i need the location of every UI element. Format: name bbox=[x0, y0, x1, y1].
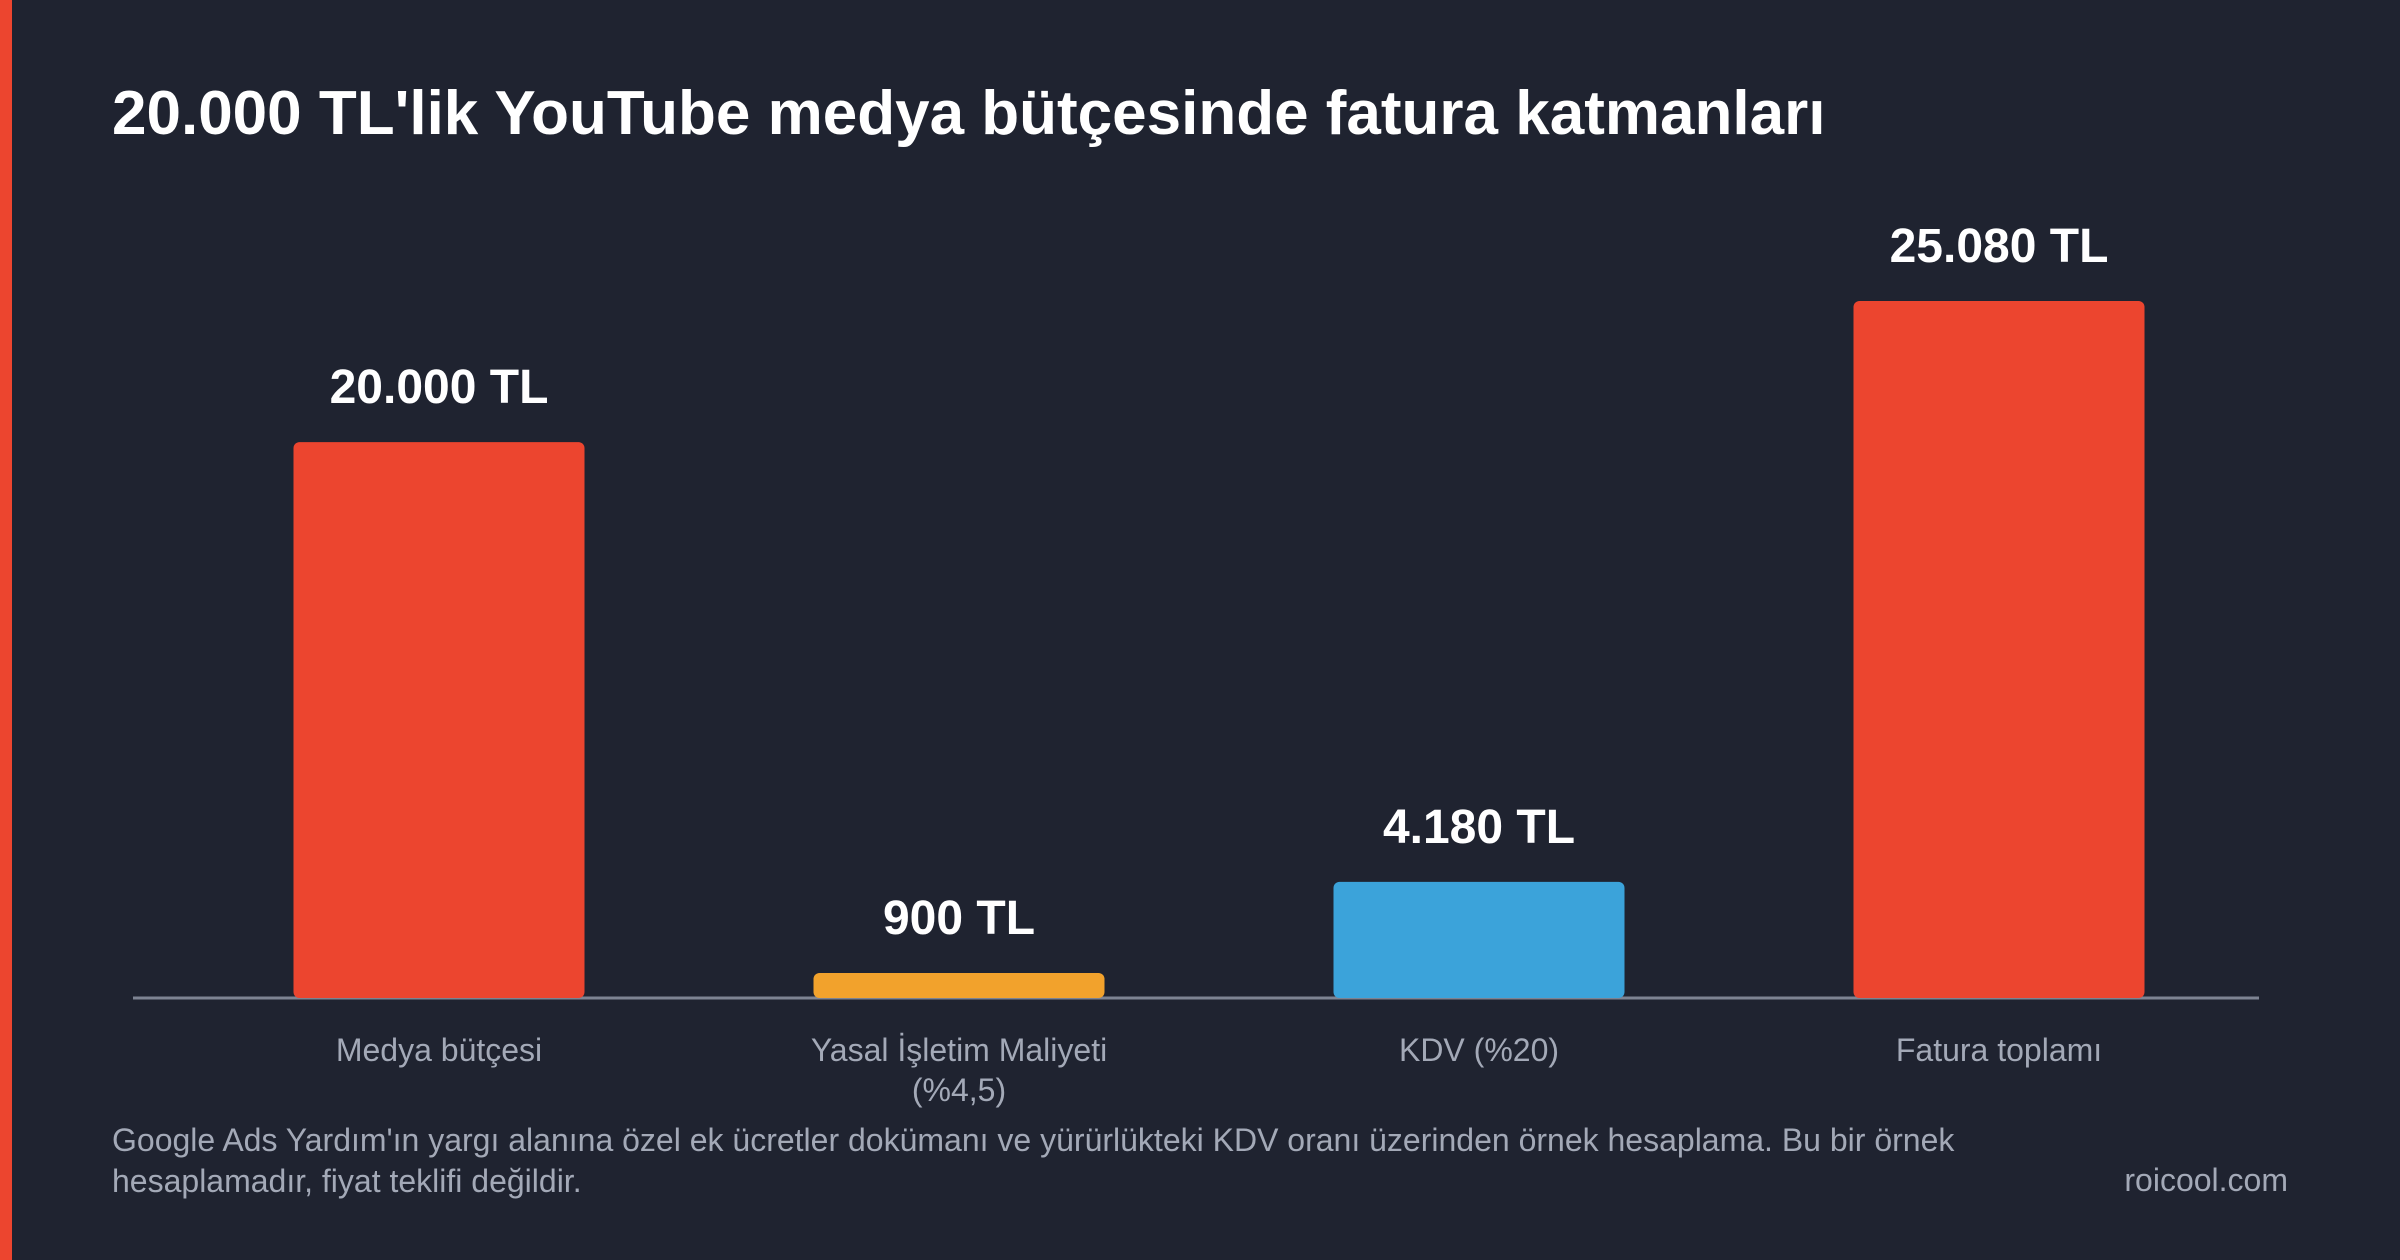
value-label: 4.180 TL bbox=[1382, 800, 1576, 854]
value-label: 25.080 TL bbox=[1889, 220, 2109, 273]
bar bbox=[293, 442, 585, 999]
footnote: Google Ads Yardım'ın yargı alanına özel … bbox=[112, 1122, 1955, 1199]
x-tick-label: Fatura toplamı bbox=[1895, 1032, 2103, 1068]
bar bbox=[1333, 881, 1625, 998]
chart-title: 20.000 TL'lik YouTube medya bütçesinde f… bbox=[112, 79, 1826, 148]
value-label: 20.000 TL bbox=[329, 361, 549, 415]
x-tick-label: KDV (%20) bbox=[1398, 1032, 1560, 1068]
bar bbox=[813, 972, 1105, 998]
accent-stripe bbox=[0, 0, 12, 1260]
value-label: 900 TL bbox=[882, 891, 1036, 945]
x-tick-label: Medya bütçesi bbox=[335, 1032, 543, 1068]
x-tick-label: Yasal İşletim Maliyeti (%4,5) bbox=[810, 1032, 1108, 1108]
bar bbox=[1853, 301, 2145, 998]
source: roicool.com bbox=[2124, 1162, 2288, 1198]
